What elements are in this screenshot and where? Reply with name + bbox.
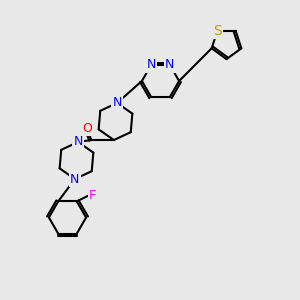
Text: N: N <box>70 172 80 185</box>
Text: S: S <box>213 24 222 38</box>
Text: F: F <box>89 189 96 202</box>
Text: N: N <box>112 97 122 110</box>
Text: O: O <box>82 122 92 135</box>
Text: N: N <box>165 58 175 71</box>
Text: N: N <box>74 136 83 148</box>
Text: N: N <box>146 58 156 71</box>
